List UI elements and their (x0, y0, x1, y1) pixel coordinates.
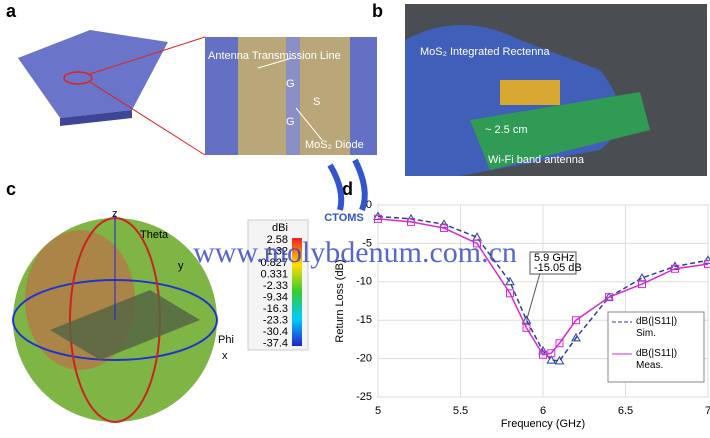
colorbar-label: -2.33 (263, 280, 288, 292)
annotation: Antenna Transmission Line (208, 50, 341, 62)
annotation: S (313, 96, 320, 108)
axis-label: Phi (218, 334, 234, 346)
chip (18, 30, 168, 118)
annotation-text: -15.05 dB (534, 262, 582, 274)
annotation: MoS₂ Integrated Rectenna (420, 46, 551, 58)
legend-entry-box: dB(|S11|) Meas. (636, 348, 698, 376)
colorbar-label: -23.3 (263, 314, 288, 326)
panel-label: c (6, 179, 16, 199)
rectenna (500, 80, 560, 105)
colorbar-label: -37.4 (263, 337, 288, 349)
legend-entry-box: dB(|S11|) Sim. (636, 316, 698, 344)
y-tick-label: -20 (356, 353, 372, 365)
y-tick-label: -10 (356, 276, 372, 288)
x-tick-label: 6.5 (618, 405, 633, 417)
axis-label: x (222, 350, 228, 362)
watermark: www.molybdenum.com.cn (193, 236, 517, 269)
x-tick-label: 6 (540, 405, 546, 417)
annotation: ~ 2.5 cm (485, 124, 528, 136)
panel-label: b (372, 1, 383, 21)
x-axis-label: Frequency (GHz) (501, 418, 585, 430)
y-axis-label: Return Loss (dB) (334, 259, 346, 342)
legend-entry: dB(|S11|) Sim. (636, 316, 698, 340)
colorbar-label: 0.331 (260, 268, 288, 280)
y-tick-label: -25 (356, 391, 372, 403)
colorbar-label: -16.3 (263, 303, 288, 315)
x-tick-label: 5 (375, 405, 381, 417)
axis-label: y (178, 260, 184, 272)
colorbar-title: dBi (272, 222, 288, 234)
x-tick-label: 5.5 (453, 405, 468, 417)
axis-label: Theta (140, 229, 169, 241)
annotation-leader (527, 273, 541, 321)
colorbar-label: -9.34 (263, 291, 288, 303)
legend-entry: dB(|S11|) Meas. (636, 348, 698, 372)
annotation: G (286, 78, 295, 90)
annotation: G (286, 116, 295, 128)
axis-label: z (112, 208, 118, 220)
colorbar-label: -30.4 (263, 326, 288, 338)
y-tick-label: -15 (356, 314, 372, 326)
x-tick-label: 7 (705, 405, 710, 417)
panel-label: a (6, 1, 17, 21)
logo-text: CTOMS (324, 212, 364, 224)
annotation: Wi-Fi band antenna (488, 154, 585, 166)
annotation: MoS₂ Diode (305, 139, 364, 151)
